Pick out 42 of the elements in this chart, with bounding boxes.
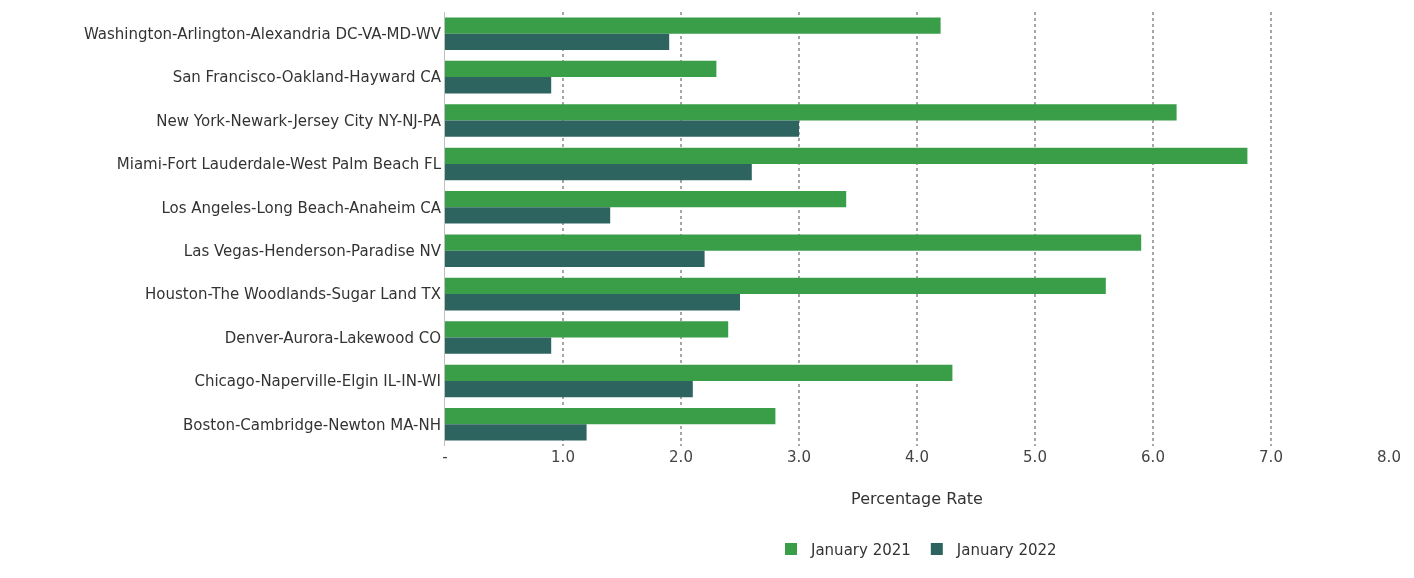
bar bbox=[445, 364, 953, 381]
y-tick-label: Chicago-Naperville-Elgin IL-IN-WI bbox=[194, 372, 441, 391]
bar bbox=[445, 120, 799, 137]
bar bbox=[445, 17, 941, 34]
bar bbox=[445, 234, 1142, 251]
bar bbox=[445, 277, 1106, 295]
x-tick-label: 7.0 bbox=[1259, 448, 1283, 466]
bar bbox=[445, 147, 1248, 164]
x-tick-label: 1.0 bbox=[551, 448, 575, 466]
bar bbox=[445, 33, 670, 50]
x-axis-title: Percentage Rate bbox=[851, 489, 983, 508]
x-tick-label: - bbox=[442, 448, 448, 466]
bar bbox=[445, 408, 776, 425]
x-tick-label: 3.0 bbox=[787, 448, 811, 466]
bar bbox=[445, 250, 705, 267]
bar bbox=[445, 424, 587, 441]
bar bbox=[445, 60, 717, 78]
legend-label: January 2022 bbox=[955, 540, 1057, 559]
x-tick-label: 5.0 bbox=[1023, 448, 1047, 466]
bar bbox=[445, 321, 729, 338]
x-tick-label: 4.0 bbox=[905, 448, 929, 466]
x-tick-label: 2.0 bbox=[669, 448, 693, 466]
y-tick-label: Las Vegas-Henderson-Paradise NV bbox=[183, 241, 442, 260]
bar bbox=[445, 294, 740, 311]
bar bbox=[445, 104, 1177, 121]
y-tick-label: Boston-Cambridge-Newton MA-NH bbox=[183, 415, 441, 434]
y-tick-label: Houston-The Woodlands-Sugar Land TX bbox=[145, 285, 441, 304]
y-tick-label: Denver-Aurora-Lakewood CO bbox=[224, 328, 441, 347]
bar bbox=[445, 337, 552, 354]
legend-label: January 2021 bbox=[810, 540, 911, 559]
y-tick-label: Washington-Arlington-Alexandria DC-VA-MD-WV bbox=[83, 24, 442, 43]
y-tick-label: New York-Newark-Jersey City NY-NJ-PA bbox=[156, 111, 442, 130]
bar bbox=[445, 191, 847, 208]
y-tick-label: Miami-Fort Lauderdale-West Palm Beach FL bbox=[116, 155, 442, 174]
x-tick-label: 6.0 bbox=[1141, 448, 1165, 466]
x-tick-label: 8.0 bbox=[1377, 448, 1401, 466]
y-tick-label: Los Angeles-Long Beach-Anaheim CA bbox=[161, 198, 442, 217]
bar bbox=[445, 163, 752, 181]
y-tick-label: San Francisco-Oakland-Hayward CA bbox=[172, 68, 442, 87]
bar bbox=[445, 77, 552, 94]
bar bbox=[445, 207, 611, 224]
bar bbox=[445, 380, 693, 398]
